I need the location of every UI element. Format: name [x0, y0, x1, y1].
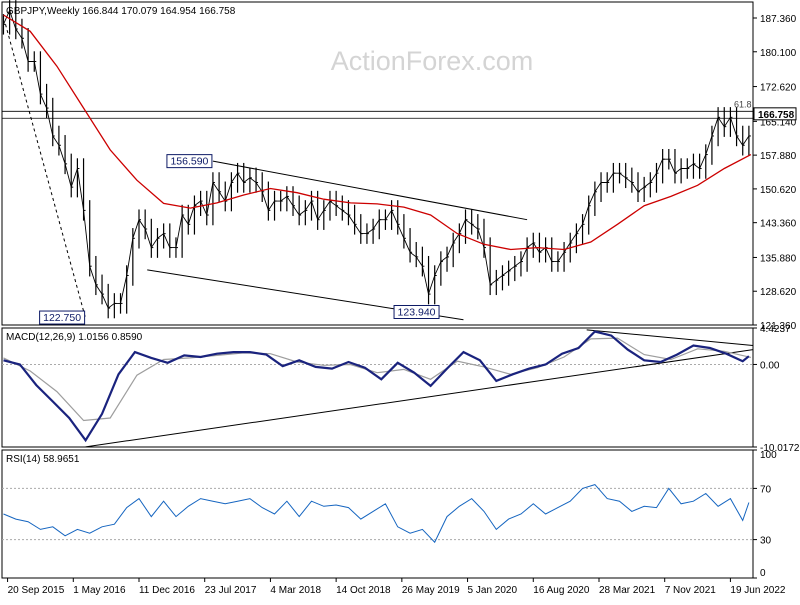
price-trendline — [212, 160, 528, 221]
x-axis-tick-label: 14 Oct 2018 — [336, 585, 391, 596]
price-y-tick-label: 172.620 — [760, 83, 797, 94]
macd-signal-line — [3, 337, 752, 422]
x-axis-tick-label: 5 Jan 2020 — [468, 585, 518, 596]
price-y-tick-label: 135.880 — [760, 253, 797, 264]
macd-title: MACD(12,26,9) 1.0156 0.8590 — [6, 332, 143, 343]
macd-y-tick-label: 4.4237 — [760, 324, 791, 335]
price-annotation-label: 156.590 — [170, 156, 208, 168]
price-y-tick-label: 121.360 — [760, 321, 797, 332]
price-annotation-label: 122.750 — [43, 312, 81, 324]
x-axis-tick-label: 28 Mar 2021 — [599, 585, 656, 596]
panel-frames — [1, 1, 754, 579]
price-panel-frame — [1, 1, 754, 326]
macd-panel: 4.4237 0.00 -10.0172 — [2, 324, 800, 454]
current-price-tag — [753, 107, 797, 121]
rsi-y-tick-label: 100 — [760, 450, 777, 461]
price-y-tick-label: 150.620 — [760, 185, 797, 196]
current-price-label: 166.758 — [758, 110, 795, 121]
x-axis-tick-label: 4 Mar 2018 — [270, 585, 321, 596]
watermark: ActionForex.com — [331, 46, 534, 76]
moving-average-line — [3, 14, 752, 251]
price-trendline — [5, 24, 87, 319]
x-axis-tick-label: 16 Aug 2020 — [533, 585, 590, 596]
price-annotation-box — [39, 310, 86, 325]
x-axis-tick-label: 26 May 2019 — [402, 585, 460, 596]
price-y-tick-label: 180.100 — [760, 48, 797, 59]
rsi-y-tick-label: 30 — [760, 536, 772, 547]
rsi-line — [3, 484, 750, 544]
price-y-tick-label: 143.360 — [760, 219, 797, 230]
macd-trendline — [85, 349, 754, 448]
macd-panel-frame — [1, 327, 754, 448]
chart-title: GBPJPY,Weekly 166.844 170.079 164.954 16… — [6, 6, 236, 17]
x-axis-tick-label: 23 Jul 2017 — [205, 585, 257, 596]
price-annotation-box — [393, 304, 440, 319]
fib-level-label: 61.8 — [734, 99, 752, 109]
macd-y-tick-label: 0.00 — [760, 360, 780, 371]
x-axis-tick-label: 19 Jun 2022 — [730, 585, 785, 596]
macd-line — [3, 330, 750, 443]
x-axis-tick-label: 7 Nov 2021 — [665, 585, 717, 596]
price-annotation-label: 123.940 — [398, 306, 436, 318]
x-axis-tick-label: 1 May 2016 — [73, 585, 126, 596]
x-axis-tick-label: 11 Dec 2016 — [139, 585, 195, 596]
macd-y-tick-label: -10.0172 — [760, 443, 800, 454]
x-axis-tick-label: 20 Sep 2015 — [8, 585, 65, 596]
macd-trendline — [586, 329, 754, 346]
rsi-panel: 100 70 30 0 — [2, 449, 777, 579]
price-panel: 187.360 180.100 172.620 165.140 157.880 150.6… — [2, 0, 797, 332]
rsi-y-tick-label: 70 — [760, 484, 772, 495]
price-y-tick-label: 187.360 — [760, 14, 797, 25]
price-close-line — [3, 9, 750, 309]
price-y-tick-label: 128.620 — [760, 287, 797, 298]
rsi-title: RSI(14) 58.9651 — [6, 454, 80, 465]
price-y-tick-label: 157.880 — [760, 151, 797, 162]
price-annotation-box — [166, 154, 213, 169]
price-y-tick-label: 165.140 — [760, 117, 797, 128]
rsi-panel-frame — [1, 449, 754, 579]
rsi-y-tick-label: 0 — [760, 568, 766, 579]
x-axis: 20 Sep 2015 1 May 2016 11 Dec 2016 23 Jul 2… — [7, 578, 786, 596]
